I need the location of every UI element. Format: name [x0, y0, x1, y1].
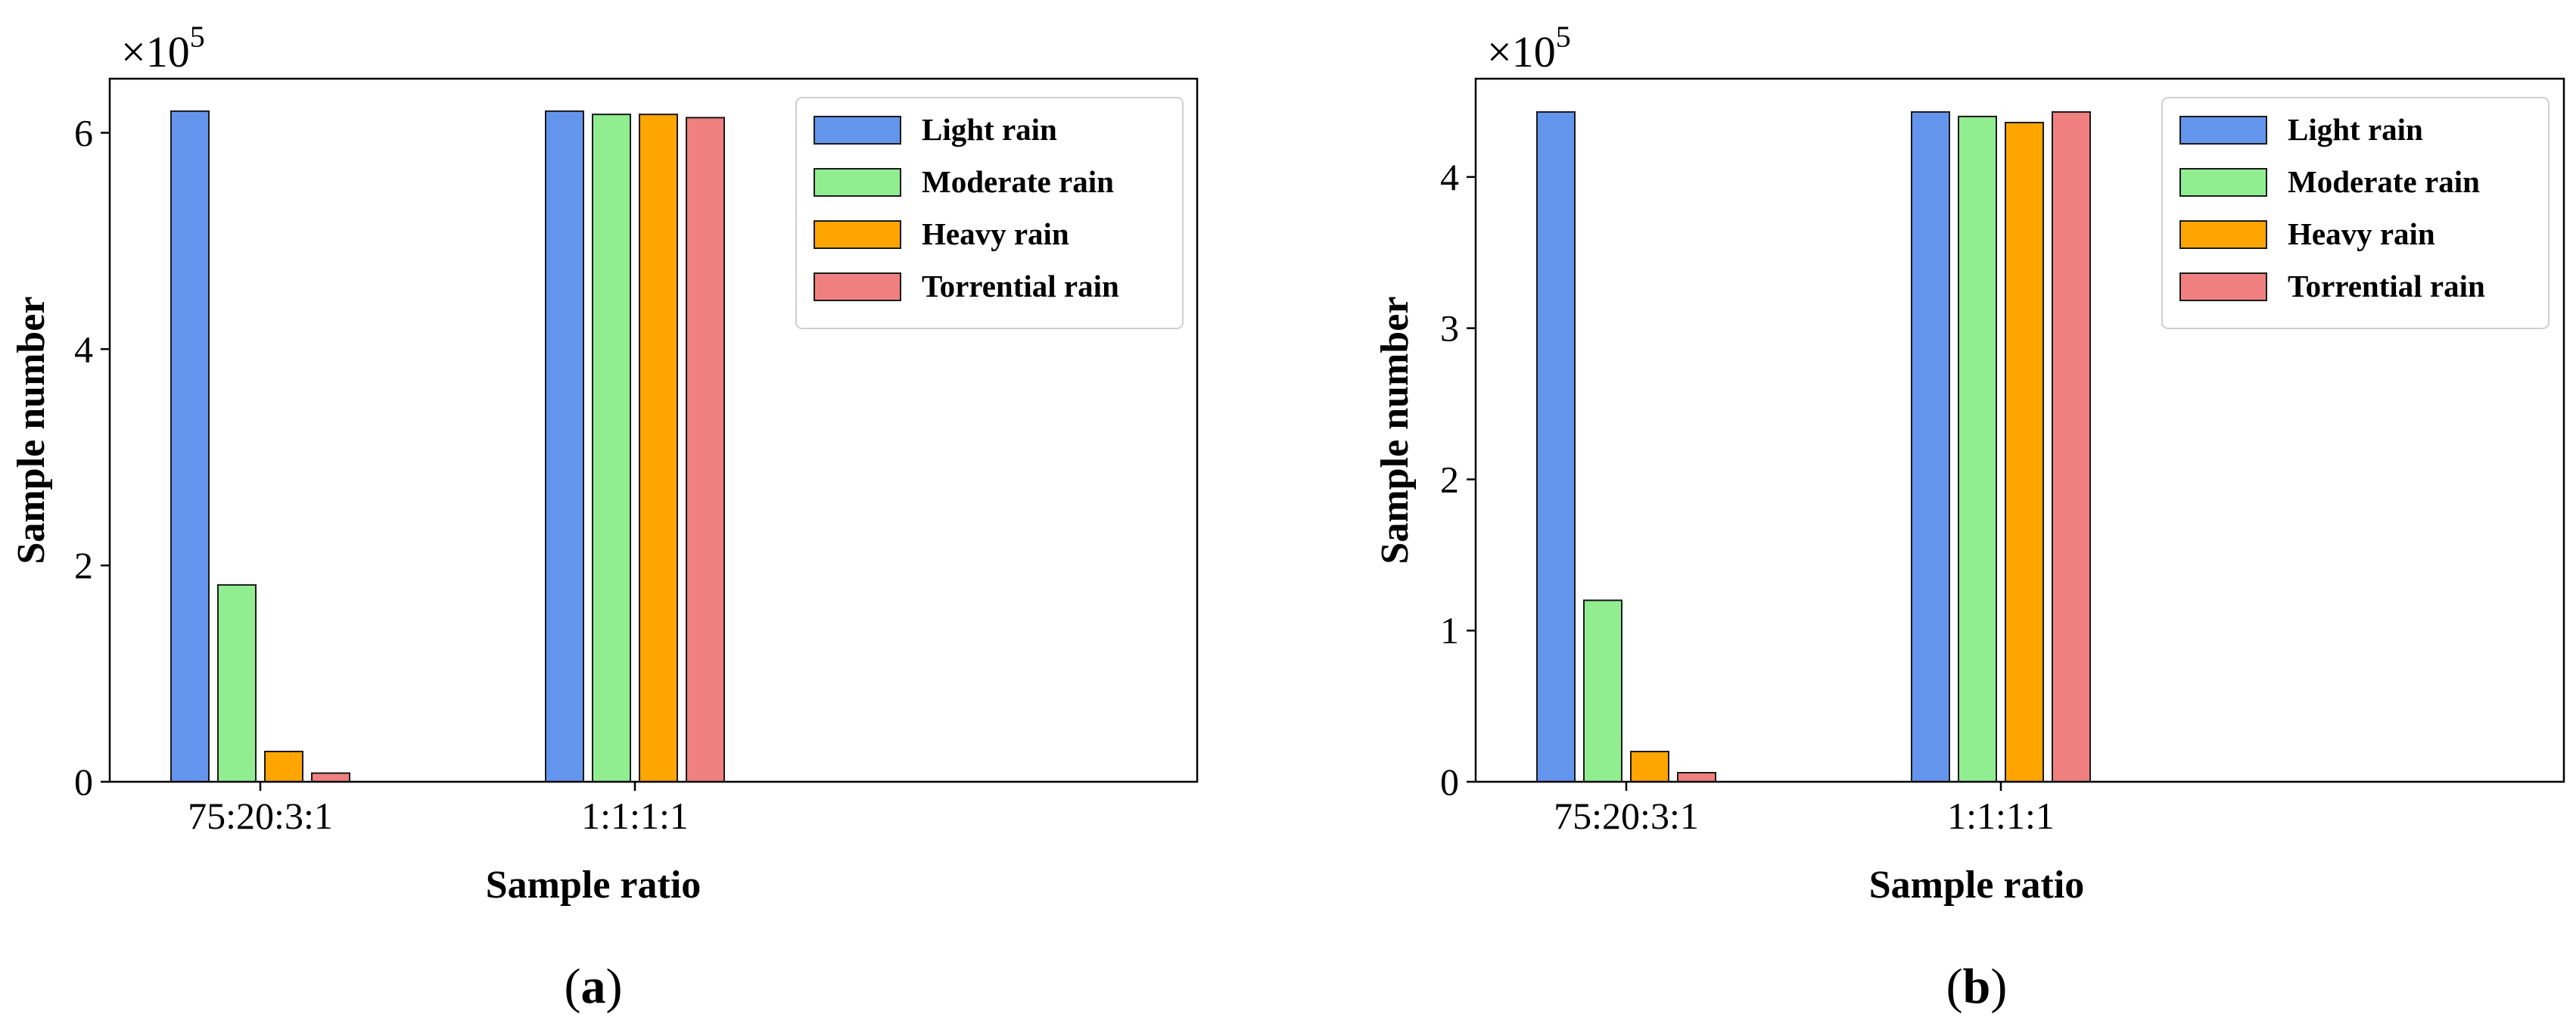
y-tick-label: 4: [74, 328, 93, 370]
legend-swatch-light-rain: [814, 116, 901, 145]
legend-box: [2161, 97, 2550, 329]
bar-heavy-rain-1: [264, 750, 303, 783]
bar-torrential-rain-1: [311, 772, 350, 783]
x-axis-title: Sample ratio: [1869, 864, 2085, 907]
legend-swatch-moderate-rain: [2179, 168, 2267, 197]
y-tick-label: 0: [1440, 761, 1459, 803]
legend-label-light-rain: Light rain: [922, 112, 1057, 147]
y-exponent-label: ×105: [1487, 20, 1571, 76]
legend: Light rain Moderate rain Heavy rain Torrent…: [795, 97, 1184, 329]
y-tick-label: 1: [1440, 609, 1459, 652]
legend-swatch-torrential-rain: [2179, 272, 2267, 301]
axes-frame: [108, 77, 1199, 783]
y-tick-label: 0: [74, 761, 93, 803]
y-tick-label: 2: [74, 544, 93, 587]
y-axis-title: Sample number: [1374, 297, 1417, 565]
y-exponent-label: ×105: [121, 20, 205, 76]
legend-label-heavy-rain: Heavy rain: [2288, 216, 2435, 251]
bar-light-rain-2: [545, 110, 584, 783]
legend-label-moderate-rain: Moderate rain: [2288, 164, 2480, 199]
panel-label: (b): [1946, 959, 2008, 1014]
x-tick-label: 1:1:1:1: [1947, 795, 2055, 837]
x-tick-label: 1:1:1:1: [581, 795, 689, 837]
axes-frame: [1474, 77, 2565, 783]
bar-light-rain-1: [1536, 110, 1576, 783]
legend-label-light-rain: Light rain: [2288, 112, 2423, 147]
legend-swatch-moderate-rain: [814, 168, 901, 197]
legend-label-torrential-rain: Torrential rain: [2288, 269, 2485, 303]
legend-label-moderate-rain: Moderate rain: [922, 164, 1114, 199]
bar-moderate-rain-1: [217, 583, 257, 783]
y-tick-label: 6: [74, 111, 93, 154]
bar-light-rain-2: [1911, 110, 1950, 783]
bar-moderate-rain-1: [1583, 599, 1622, 783]
legend-swatch-heavy-rain: [814, 220, 901, 249]
bar-heavy-rain-1: [1630, 751, 1669, 783]
bar-heavy-rain-2: [639, 114, 678, 783]
legend-box: [795, 97, 1184, 329]
bar-torrential-rain-2: [686, 117, 725, 783]
legend-swatch-torrential-rain: [814, 272, 901, 301]
legend-swatch-light-rain: [2179, 116, 2267, 145]
y-axis-title: Sample number: [10, 297, 53, 565]
bar-torrential-rain-1: [1677, 772, 1716, 783]
y-tick-label: 2: [1440, 458, 1459, 500]
legend: Light rain Moderate rain Heavy rain Torrent…: [2161, 97, 2550, 329]
y-tick-label: 3: [1440, 307, 1459, 350]
bar-light-rain-1: [170, 110, 210, 783]
panel-label: (a): [565, 959, 623, 1014]
bar-moderate-rain-2: [1958, 115, 1997, 783]
bar-heavy-rain-2: [2005, 121, 2044, 783]
legend-label-torrential-rain: Torrential rain: [922, 269, 1119, 303]
y-tick-label: 4: [1440, 156, 1459, 198]
bar-torrential-rain-2: [2052, 110, 2091, 783]
legend-swatch-heavy-rain: [2179, 220, 2267, 249]
legend-label-heavy-rain: Heavy rain: [922, 216, 1069, 251]
chart-panel-b: 0 1 2 3 4 75:20:3:1 1:1:1:1 ×105 Sample ratio Sam…: [1374, 20, 2565, 1014]
bar-moderate-rain-2: [592, 114, 631, 783]
chart-panel-a: 0 2 4 6 75:20:3:1 1:1:1:1 ×105 Sample ratio Samp…: [10, 20, 1199, 1014]
x-tick-label: 75:20:3:1: [1554, 795, 1699, 837]
x-tick-label: 75:20:3:1: [188, 795, 333, 837]
x-axis-title: Sample ratio: [486, 864, 702, 907]
